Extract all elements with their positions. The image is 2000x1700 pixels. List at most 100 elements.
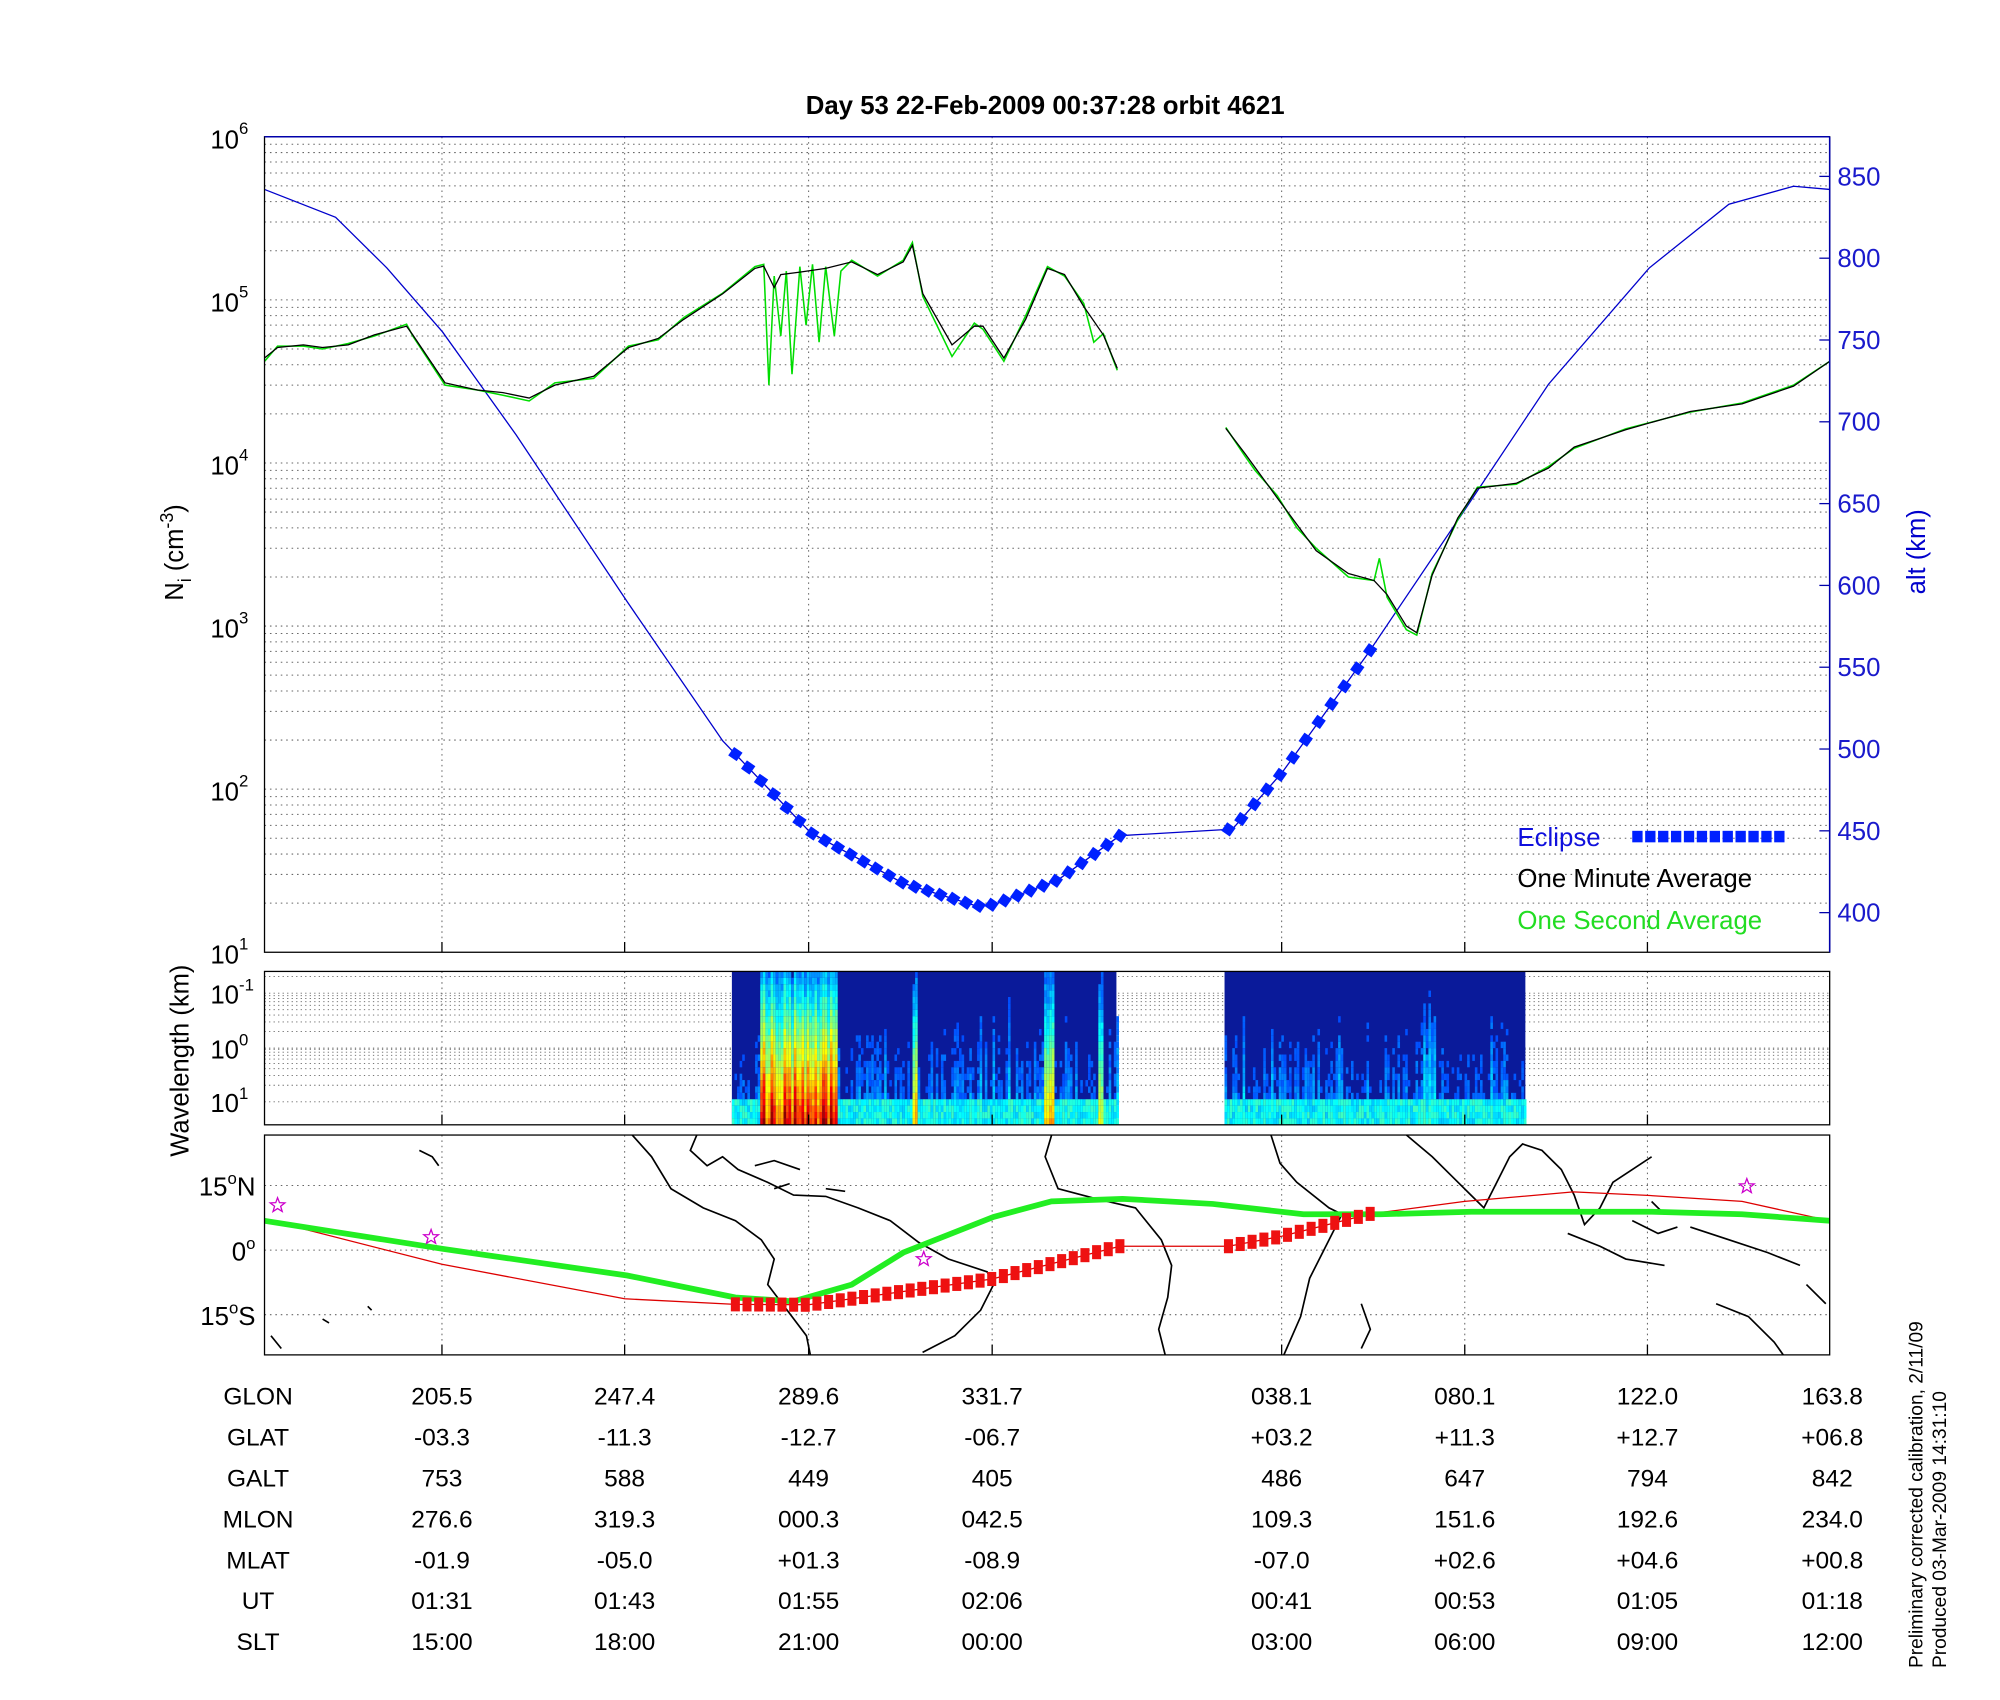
spectrogram-cell [1100,1060,1104,1068]
spectrogram-cell [1430,1118,1434,1125]
spectrogram-cell [819,1073,823,1081]
spectrogram-cell [765,1060,769,1068]
spectrogram-cell [1394,1073,1398,1081]
spectrogram-cell [930,1118,934,1125]
spectrogram-cell [788,990,792,997]
spectrogram-cell [806,1092,810,1100]
spectrogram-cell [1369,1118,1372,1125]
spectrogram-cell [829,1016,833,1023]
spectrogram-cell [1100,1073,1104,1081]
eclipse-marker [792,813,807,829]
spectrogram-cell [801,1009,805,1017]
spectrogram-cell [822,1112,825,1119]
spectrogram-cell [1242,1060,1246,1068]
spectrogram-cell [1100,1067,1104,1074]
spectrogram-cell [780,990,784,997]
spectrogram-cell [757,1092,761,1100]
spectrogram-cell [1049,971,1052,978]
spectrogram-cell [917,1086,921,1093]
spectrogram-cell [1108,1028,1112,1036]
spectrogram-cell [956,1105,959,1113]
spectrogram-cell [770,1118,774,1125]
spectrogram-cell [786,1048,789,1055]
spectrogram-cell [798,1086,802,1093]
spectrogram-cell [1425,1041,1429,1049]
spectrogram-cell [811,1086,815,1093]
spectrogram-cell [817,1035,820,1042]
spectrogram-cell [979,1073,983,1081]
spectrogram-cell [783,971,787,978]
spectrogram-cell [1018,1086,1021,1093]
spectrogram-cell [1296,1105,1300,1113]
spectrogram-cell [1026,1112,1029,1119]
spectrogram-cell [814,1054,818,1061]
spectrogram-cell [940,1105,944,1113]
spectrogram-cell [977,1054,980,1061]
spectrogram-cell [1224,1067,1228,1074]
spectrogram-cell [768,996,771,1004]
spectrogram-cell [1232,1099,1235,1106]
spectrogram-cell [917,1067,921,1074]
spectrogram-cell [1438,1118,1442,1125]
eclipse-track-marker [1282,1227,1293,1242]
altitude-tick-label: 850 [1837,163,1880,191]
satellite-track-line [264,1191,1830,1306]
spectrogram-cell [1046,977,1050,985]
spectrogram-cell [1049,990,1052,997]
spectrogram-cell [1340,1054,1344,1061]
spectrogram-cell [845,1118,849,1125]
spectrogram-cell [1020,1067,1024,1074]
spectrogram-cell [1332,1105,1336,1113]
spectrogram-cell [778,1003,781,1010]
spectrogram-cell [1487,1118,1491,1125]
spectrogram-cell [809,984,812,991]
spectrogram-cell [1283,1105,1287,1113]
spectrogram-cell [1270,1067,1274,1074]
spectrogram-cell [786,1035,789,1042]
table-cell: 486 [1261,1466,1302,1493]
spectrogram-cell [783,1118,787,1125]
spectrogram-cell [850,1086,854,1093]
spectrogram-cell [829,1009,833,1017]
spectrogram-cell [1472,1092,1475,1100]
spectrogram-cell [915,984,918,991]
spectrogram-cell [917,1118,921,1125]
spectrogram-cell [1480,1054,1483,1061]
spectrogram-cell [817,1099,820,1106]
spectrogram-cell [1281,1105,1284,1113]
spectrogram-cell [958,1105,962,1113]
spectrogram-cell [984,1054,988,1061]
spectrogram-cell [1232,1048,1235,1055]
spectrogram-cell [1064,1086,1068,1093]
spectrogram-cell [943,1118,947,1125]
spectrogram-cell [739,1092,743,1100]
spectrogram-cell [1062,1086,1065,1093]
spectrogram-cell [1085,1105,1089,1113]
spectrogram-cell [1113,1054,1117,1061]
spectrogram-cell [1051,1048,1055,1055]
spectrogram-cell [1296,1073,1300,1081]
spectrogram-cell [801,1003,805,1010]
spectrogram-cell [1270,1041,1274,1049]
spectrogram-cell [876,1054,879,1061]
spectrogram-cell [974,1099,978,1106]
spectrogram-cell [858,1118,861,1125]
spectrogram-cell [943,1099,947,1106]
spectrogram-cell [1518,1080,1522,1087]
eclipse-marker [1035,878,1051,893]
spectrogram-cell [1247,1105,1251,1113]
spectrogram-cell [793,984,797,991]
spectrogram-cell [827,1086,830,1093]
spectrogram-cell [760,1028,763,1036]
spectrogram-cell [1229,1105,1233,1113]
spectrogram-cell [920,1118,923,1125]
spectrogram-cell [1103,1112,1107,1119]
spectrogram-cell [811,1060,815,1068]
spectrogram-cell [824,1112,828,1119]
spectrogram-cell [788,1016,792,1023]
spectrogram-cell [1407,1099,1411,1106]
spectrogram-cell [778,1048,781,1055]
spectrogram-cell [1456,1105,1460,1113]
spectrogram-cell [1350,1073,1354,1081]
spectrogram-cell [904,1112,908,1119]
